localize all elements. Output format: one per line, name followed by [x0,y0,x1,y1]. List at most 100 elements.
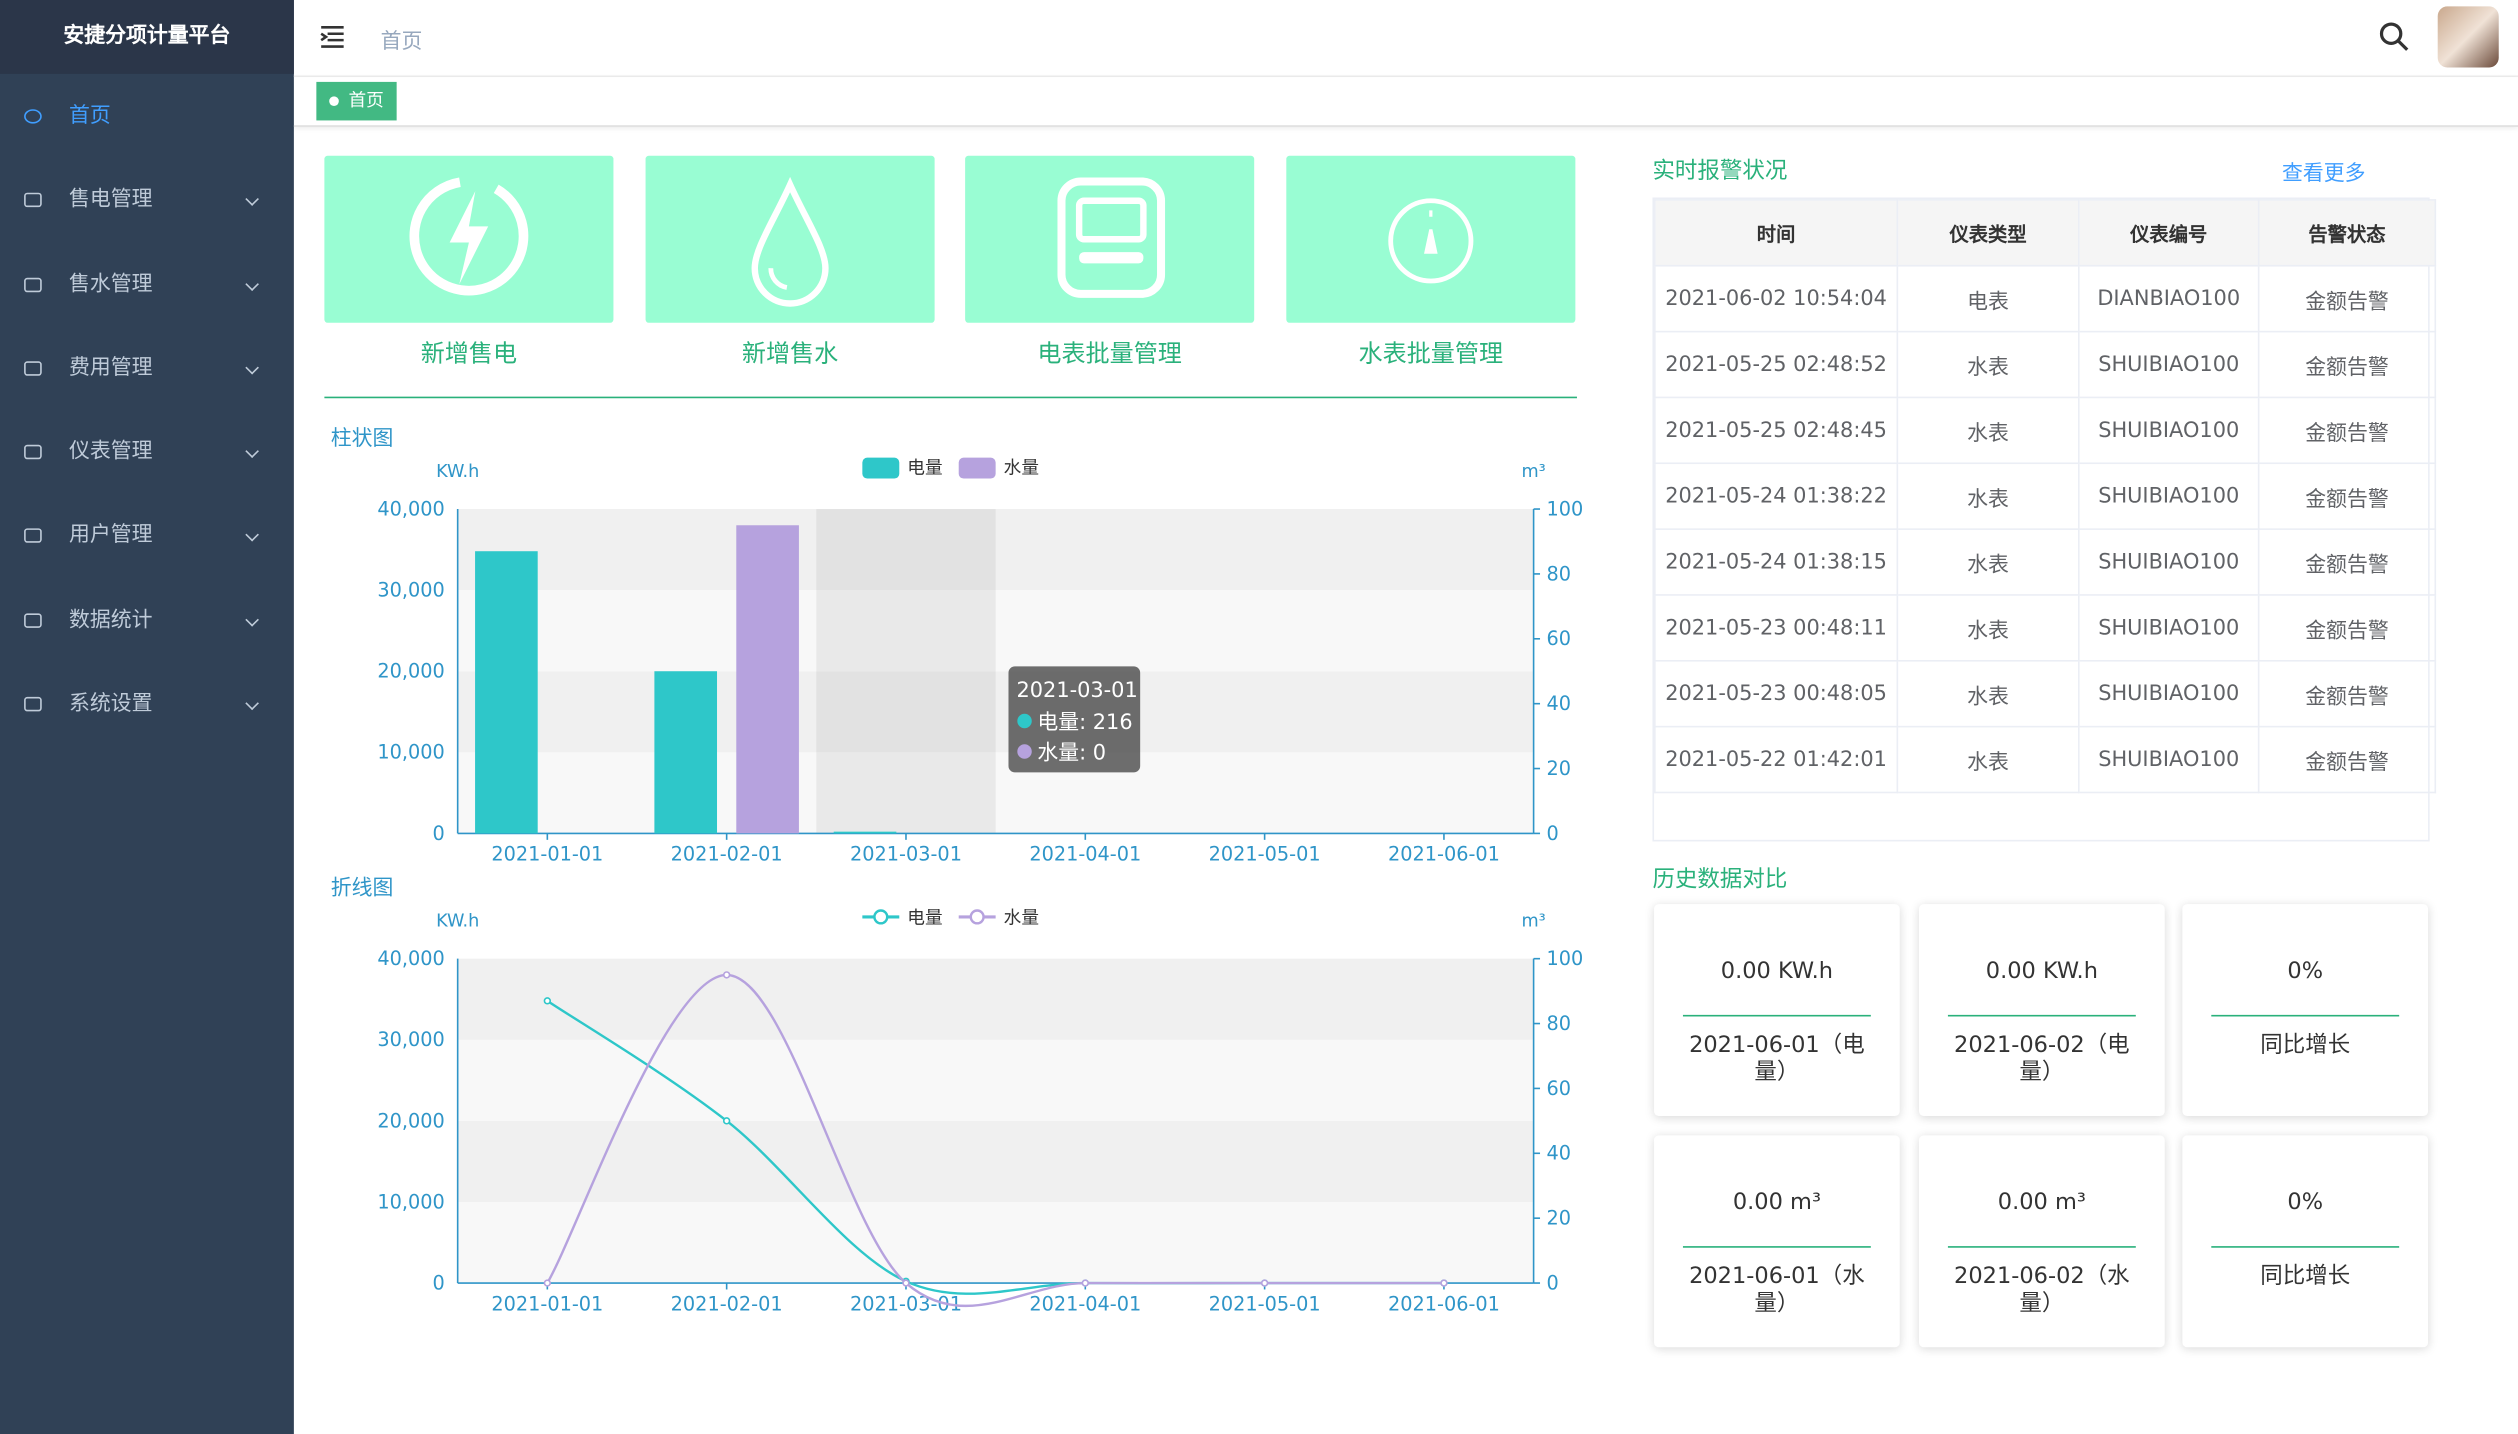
table-cell: SHUIBIAO100 [2077,725,2260,794]
y2-tick-label: 20 [1546,757,1571,780]
menu-item[interactable]: 用户管理 [0,495,294,579]
tile-label[interactable]: 新增售电 [420,338,518,368]
more-link[interactable]: 查看更多 [2281,162,2366,187]
table-cell: 金额告警 [2257,330,2437,399]
table-cell: SHUIBIAO100 [2077,396,2260,465]
tile-label[interactable]: 电表批量管理 [1037,338,1182,368]
menu-label: 费用管理 [69,356,153,381]
menu-item[interactable]: 售水管理 [0,244,294,328]
x-tick-label: 2021-04-01 [1029,843,1141,866]
table-cell: 水表 [1896,528,2080,596]
y2-tick-label: 40 [1546,1142,1571,1165]
menu-label: 售电管理 [69,187,153,212]
y-tick-label: 20,000 [377,660,444,683]
point [902,1279,910,1287]
x-tick-label: 2021-03-01 [850,1292,962,1315]
y2-axis-label: m³ [1521,912,1545,932]
grid-band [457,671,1534,753]
x-tick-label: 2021-02-01 [671,1292,783,1315]
table-cell: 金额告警 [2257,659,2437,728]
x-tick-label: 2021-04-01 [1029,1292,1141,1315]
y2-tick-label: 0 [1546,1271,1558,1294]
tags-bar: 首页 [293,77,2518,127]
logo-title: 安捷分项计量平台 [0,0,294,74]
table-row: 2021-05-23 00:48:05 水表 SHUIBIAO100 金额告警 [1654,659,2437,728]
card-line [1682,1014,1871,1017]
grid-band [457,1039,1534,1121]
tooltip-item: 电量: 216 [1037,710,1132,734]
x-tick-label: 2021-06-01 [1388,1292,1500,1315]
card-line [1682,1246,1871,1248]
menu-item[interactable]: 仪表管理 [0,411,294,495]
menu-item[interactable]: 数据统计 [0,580,294,664]
x-tick-label: 2021-05-01 [1209,1292,1321,1315]
tile-label[interactable]: 水表批量管理 [1358,338,1504,368]
menu-item[interactable]: 首页 [0,75,294,159]
header: 首页 [293,0,2518,78]
point [1440,1279,1448,1287]
menu-icon [24,109,42,124]
grid-band [457,1120,1534,1202]
y-tick-label: 0 [433,822,445,845]
chart-title: 折线图 [331,875,394,899]
x-tick-label: 2021-06-01 [1388,843,1500,866]
point [543,1279,552,1287]
bar [654,671,718,834]
tile[interactable] [645,155,935,323]
menu-item[interactable]: 售电管理 [0,159,294,243]
divider [324,396,1577,399]
y2-tick-label: 40 [1546,692,1571,715]
menu-toggle[interactable] [320,24,346,50]
avatar[interactable] [2437,6,2499,68]
column-header: 仪表编号 [2077,199,2260,267]
tag-active[interactable]: 首页 [316,81,397,121]
legend-label: 电量 [907,907,942,928]
table-cell: 2021-05-23 00:48:11 [1654,594,1899,662]
menu-label: 用户管理 [69,523,153,548]
menu-item[interactable]: 系统设置 [0,663,294,747]
tile[interactable] [324,155,614,323]
table-row: 2021-05-22 01:42:01 水表 SHUIBIAO100 金额告警 [1654,725,2437,794]
menu-item[interactable]: 费用管理 [0,328,294,412]
card-line [1947,1014,2136,1017]
table-row: 2021-05-24 01:38:15 水表 SHUIBIAO100 金额告警 [1654,528,2437,596]
y2-tick-label: 80 [1546,1012,1571,1035]
alerts-title: 实时报警状况 [1652,158,1788,185]
card-value: 0.00 m³ [1997,1189,2086,1216]
bar [833,831,897,834]
card-value: 0% [2287,1189,2324,1216]
table-row: 2021-05-23 00:48:11 水表 SHUIBIAO100 金额告警 [1654,594,2437,662]
table-cell: 2021-05-25 02:48:52 [1654,330,1899,399]
y2-axis-label: m³ [1521,462,1545,482]
table-cell: 金额告警 [2257,594,2437,662]
tile[interactable] [965,155,1255,323]
x-tick-label: 2021-05-01 [1209,843,1321,866]
menu-label: 售水管理 [69,272,153,298]
legend-swatch [862,457,900,479]
y2-tick-label: 100 [1546,497,1583,520]
card-value: 0% [2287,958,2324,985]
y-tick-label: 0 [433,1271,445,1294]
history-card: 0% 同比增长 [2182,1135,2429,1348]
menu-icon [24,277,42,293]
table-cell: 金额告警 [2257,264,2437,333]
x-tick-label: 2021-02-01 [671,843,783,866]
y2-tick-label: 100 [1546,947,1583,970]
card-label: 2021-06-02（电量） [1954,1032,2130,1086]
card-label: 同比增长 [2260,1032,2351,1059]
tooltip-title: 2021-03-01 [1017,678,1138,702]
tile[interactable] [1286,155,1576,323]
menu-label: 仪表管理 [69,439,153,465]
chart-title: 柱状图 [331,426,394,450]
y2-tick-label: 60 [1546,1077,1571,1100]
alerts-table: 时间 仪表类型 仪表编号 告警状态 2021-06-02 10:54:04 电表 DIANB… [1652,197,2437,842]
breadcrumb[interactable]: 首页 [380,30,423,55]
y2-tick-label: 60 [1546,627,1571,650]
y-tick-label: 40,000 [377,497,444,520]
search-icon[interactable] [2378,21,2410,53]
tile-label[interactable]: 新增售水 [741,338,839,368]
card-label: 2021-06-01（水量） [1689,1263,1865,1317]
y-axis-label: KW.h [436,462,479,482]
table-cell: 2021-05-23 00:48:05 [1654,659,1899,728]
